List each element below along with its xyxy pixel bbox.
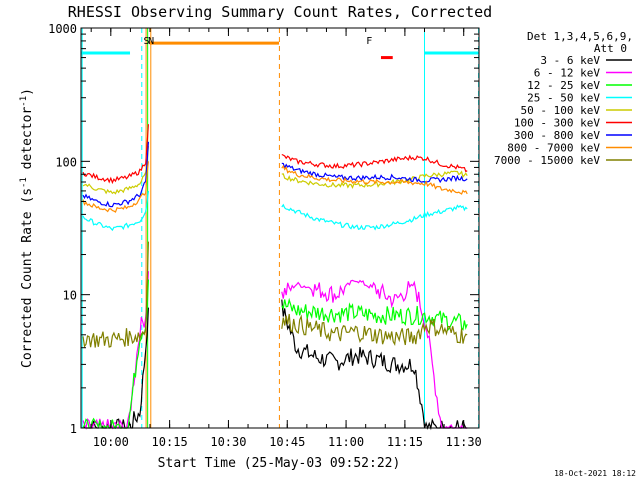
- legend-label-s3_6: 3 - 6 keV: [540, 54, 600, 67]
- footer-timestamp: 18-Oct-2021 18:12: [554, 469, 636, 478]
- chart-title: RHESSI Observing Summary Count Rates, Co…: [68, 3, 492, 21]
- series-line-s50_100-seg1: [281, 170, 468, 189]
- series-line-s25_50-seg0: [82, 190, 149, 232]
- x-tick-label-5: 11:15: [387, 435, 423, 449]
- series-line-s3_6-seg1: [281, 299, 468, 431]
- legend-label-s7000_15000: 7000 - 15000 keV: [494, 154, 600, 167]
- series-line-s12_25-seg1: [281, 297, 468, 332]
- y-tick-label-1: 10: [63, 289, 77, 303]
- series-line-s100_300-seg1: [281, 153, 468, 173]
- x-tick-label-3: 10:45: [269, 435, 305, 449]
- y-axis-label-part-2: detector: [20, 107, 35, 178]
- marker-s: S: [143, 36, 149, 47]
- series-line-s800_7000-seg1: [281, 164, 468, 195]
- x-tick-label-4: 11:00: [328, 435, 364, 449]
- x-tick-label-1: 10:15: [152, 435, 188, 449]
- y-axis-label: Corrected Count Rate (s-1 detector-1): [19, 88, 35, 368]
- marker-n: N: [148, 36, 154, 47]
- y-axis-label-part-1: Corrected Count Rate (s: [20, 188, 35, 368]
- series-line-s7000_15000-seg0: [82, 241, 149, 348]
- legend-header-line-2: Att 0: [594, 42, 627, 55]
- plot-frame: [80, 27, 480, 429]
- axes-layer: 10:00 10:15 10:30 10:45 11:00 11:15 11:30 1 10 10…: [48, 22, 482, 449]
- y-tick-label-0: 1: [70, 422, 77, 436]
- x-tick-label-6: 11:30: [446, 435, 482, 449]
- legend-label-s12_25: 12 - 25 keV: [527, 79, 600, 92]
- series-line-s7000_15000-seg1: [281, 313, 468, 347]
- marker-f: F: [366, 36, 372, 47]
- series-line-s6_12-seg1: [281, 279, 468, 429]
- series-line-s300_800-seg0: [82, 141, 149, 208]
- y-tick-label-2: 100: [55, 155, 77, 169]
- y-axis-label-exponent-1: -1: [19, 177, 29, 188]
- legend-label-s300_800: 300 - 800 keV: [514, 129, 600, 142]
- y-axis-label-part-3: ): [20, 88, 35, 96]
- legend-header-line-1: Det 1,3,4,5,6,9,: [527, 30, 633, 43]
- x-tick-label-2: 10:30: [210, 435, 246, 449]
- legend-label-s800_7000: 800 - 7000 keV: [507, 142, 600, 155]
- legend-label-s50_100: 50 - 100 keV: [521, 104, 601, 117]
- series-line-s50_100-seg0: [82, 146, 149, 195]
- series-line-s300_800-seg1: [281, 162, 468, 184]
- y-axis-label-exponent-2: -1: [19, 96, 29, 107]
- y-tick-label-3: 1000: [48, 22, 77, 36]
- legend-label-s6_12: 6 - 12 keV: [534, 67, 601, 80]
- series-line-s25_50-seg1: [281, 203, 468, 231]
- x-axis-label: Start Time (25-May-03 09:52:22): [158, 456, 401, 471]
- series-line-s12_25-seg0: [82, 279, 149, 430]
- legend-label-s25_50: 25 - 50 keV: [527, 92, 600, 105]
- legend-label-s100_300: 100 - 300 keV: [514, 117, 600, 130]
- series-line-s800_7000-seg0: [82, 161, 149, 213]
- x-tick-label-0: 10:00: [93, 435, 129, 449]
- series-line-s100_300-seg0: [82, 124, 149, 185]
